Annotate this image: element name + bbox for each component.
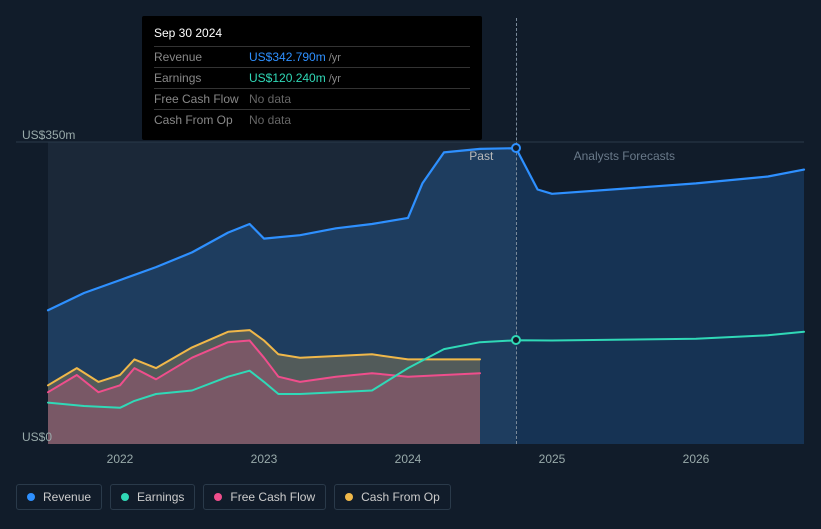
legend-dot-icon bbox=[121, 493, 129, 501]
hover-point-revenue bbox=[511, 143, 521, 153]
tooltip-row: Free Cash FlowNo data bbox=[154, 88, 470, 109]
legend-dot-icon bbox=[345, 493, 353, 501]
legend-item-label: Free Cash Flow bbox=[230, 490, 315, 504]
legend-dot-icon bbox=[27, 493, 35, 501]
legend-item-cfo[interactable]: Cash From Op bbox=[334, 484, 451, 510]
y-axis-label: US$0 bbox=[22, 430, 52, 444]
tooltip-row-label: Revenue bbox=[154, 50, 249, 64]
legend-item-label: Earnings bbox=[137, 490, 184, 504]
x-axis-label: 2025 bbox=[539, 452, 566, 466]
x-axis-label: 2022 bbox=[107, 452, 134, 466]
x-axis-label: 2026 bbox=[683, 452, 710, 466]
x-axis-label: 2024 bbox=[395, 452, 422, 466]
phase-label: Analysts Forecasts bbox=[574, 149, 675, 163]
tooltip-row: Cash From OpNo data bbox=[154, 109, 470, 130]
legend: Revenue Earnings Free Cash Flow Cash From O… bbox=[16, 484, 451, 510]
tooltip-row: EarningsUS$120.240m/yr bbox=[154, 67, 470, 88]
tooltip-row: RevenueUS$342.790m/yr bbox=[154, 46, 470, 67]
y-axis-label: US$350m bbox=[22, 128, 75, 142]
phase-label: Past bbox=[469, 149, 493, 163]
legend-item-label: Cash From Op bbox=[361, 490, 440, 504]
hover-point-earnings bbox=[511, 335, 521, 345]
tooltip-row-value: No data bbox=[249, 113, 291, 127]
legend-item-earnings[interactable]: Earnings bbox=[110, 484, 195, 510]
tooltip-row-value: US$342.790m/yr bbox=[249, 50, 341, 64]
tooltip-row-label: Earnings bbox=[154, 71, 249, 85]
tooltip-date: Sep 30 2024 bbox=[154, 26, 470, 46]
tooltip-row-value: No data bbox=[249, 92, 291, 106]
tooltip-row-label: Free Cash Flow bbox=[154, 92, 249, 106]
x-axis-label: 2023 bbox=[251, 452, 278, 466]
tooltip-row-value: US$120.240m/yr bbox=[249, 71, 341, 85]
legend-item-fcf[interactable]: Free Cash Flow bbox=[203, 484, 326, 510]
tooltip-row-label: Cash From Op bbox=[154, 113, 249, 127]
legend-dot-icon bbox=[214, 493, 222, 501]
hover-vertical-line bbox=[516, 18, 517, 444]
tooltip: Sep 30 2024 RevenueUS$342.790m/yrEarning… bbox=[142, 16, 482, 140]
legend-item-label: Revenue bbox=[43, 490, 91, 504]
legend-item-revenue[interactable]: Revenue bbox=[16, 484, 102, 510]
